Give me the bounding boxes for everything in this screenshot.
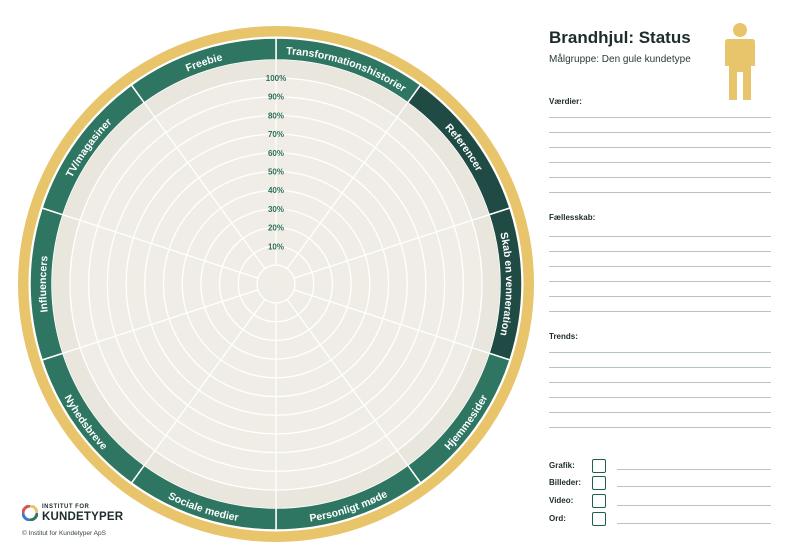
section-label-vaerdier: Værdier: xyxy=(549,97,582,106)
ord-checkbox[interactable] xyxy=(592,512,606,526)
spoke-line xyxy=(293,289,490,354)
write-line[interactable] xyxy=(549,382,771,383)
grafik-write-line[interactable] xyxy=(617,469,771,470)
copyright: © Institut for Kundetyper ApS xyxy=(22,530,106,537)
scale-label: 50% xyxy=(268,168,284,177)
video-checkbox[interactable] xyxy=(592,494,606,508)
segment-label: Influencers xyxy=(37,255,51,313)
wheel-core xyxy=(256,264,296,304)
scale-label: 60% xyxy=(268,149,284,158)
ord-write-line[interactable] xyxy=(617,523,771,524)
media-label-video: Video: xyxy=(549,496,574,505)
write-line[interactable] xyxy=(549,412,771,413)
section-label-faellesskab: Fællesskab: xyxy=(549,213,596,222)
page-subtitle: Målgruppe: Den gule kundetype xyxy=(549,54,691,65)
scale-label: 90% xyxy=(268,93,284,102)
spoke-line xyxy=(143,298,266,466)
logo-small-text: INSTITUT FOR xyxy=(42,504,90,510)
write-line[interactable] xyxy=(549,147,771,148)
spoke-line xyxy=(62,289,259,354)
scale-label: 30% xyxy=(268,205,284,214)
page-title: Brandhjul: Status xyxy=(549,28,691,47)
spoke-line xyxy=(62,214,259,279)
write-line[interactable] xyxy=(549,132,771,133)
logo-big-text: KUNDETYPER xyxy=(42,511,124,523)
write-line[interactable] xyxy=(549,162,771,163)
video-write-line[interactable] xyxy=(617,505,771,506)
write-line[interactable] xyxy=(549,311,771,312)
write-line[interactable] xyxy=(549,236,771,237)
scale-label: 40% xyxy=(268,186,284,195)
section-label-trends: Trends: xyxy=(549,332,578,341)
write-line[interactable] xyxy=(549,427,771,428)
billeder-write-line[interactable] xyxy=(617,486,771,487)
write-line[interactable] xyxy=(549,296,771,297)
write-line[interactable] xyxy=(549,397,771,398)
spoke-line xyxy=(293,214,490,279)
media-label-ord: Ord: xyxy=(549,514,566,523)
person-icon xyxy=(725,23,755,100)
write-line[interactable] xyxy=(549,251,771,252)
write-line[interactable] xyxy=(549,117,771,118)
segment-label: Skab en venneration xyxy=(497,231,515,337)
media-label-billeder: Billeder: xyxy=(549,478,582,487)
billeder-checkbox[interactable] xyxy=(592,476,606,490)
write-line[interactable] xyxy=(549,177,771,178)
write-line[interactable] xyxy=(549,192,771,193)
scale-label: 20% xyxy=(268,224,284,233)
spoke-line xyxy=(143,102,266,270)
scale-label: 80% xyxy=(268,111,284,120)
write-line[interactable] xyxy=(549,352,771,353)
scale-label: 70% xyxy=(268,130,284,139)
spoke-line xyxy=(286,102,409,270)
scale-label: 100% xyxy=(266,74,286,83)
write-line[interactable] xyxy=(549,266,771,267)
write-line[interactable] xyxy=(549,281,771,282)
scale-label: 10% xyxy=(268,242,284,251)
media-label-grafik: Grafik: xyxy=(549,461,575,470)
kundetyper-logo-icon xyxy=(22,505,38,521)
write-line[interactable] xyxy=(549,367,771,368)
grafik-checkbox[interactable] xyxy=(592,459,606,473)
spoke-line xyxy=(286,298,409,466)
